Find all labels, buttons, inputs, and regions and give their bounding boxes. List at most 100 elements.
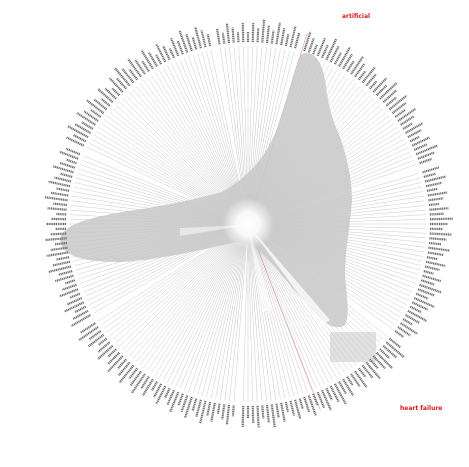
term-label (44, 196, 68, 202)
term-label (108, 77, 124, 93)
term-label (162, 45, 171, 61)
spoke-line (121, 228, 244, 351)
term-label (312, 393, 319, 406)
term-label (206, 401, 212, 416)
term-label (66, 297, 83, 306)
spoke-line (248, 229, 263, 402)
term-label (394, 109, 406, 118)
spoke-line (233, 229, 248, 402)
term-label (97, 341, 111, 353)
spoke-line (229, 229, 248, 402)
term-label (280, 402, 286, 422)
term-label (56, 212, 67, 216)
term-label (76, 111, 96, 126)
term-label (429, 217, 453, 221)
term-label (417, 288, 436, 297)
term-label (256, 405, 260, 428)
central-shaded-region (60, 52, 352, 328)
term-label (134, 59, 146, 75)
term-label (425, 181, 442, 188)
term-label (415, 144, 438, 156)
spoke-line (247, 229, 253, 402)
term-label (424, 265, 440, 272)
term-label (325, 387, 333, 401)
spoke-line (249, 229, 304, 394)
term-label (428, 246, 450, 252)
term-label (265, 404, 271, 424)
term-label (59, 161, 76, 169)
spoke-line (248, 229, 258, 402)
term-label (191, 398, 198, 412)
term-label (163, 387, 171, 399)
term-label (104, 87, 117, 100)
term-label (141, 60, 150, 72)
term-label (261, 19, 266, 43)
term-label (140, 50, 154, 70)
term-label (402, 122, 414, 130)
term-label (411, 301, 429, 311)
term-label (74, 305, 87, 314)
spoke-line (146, 228, 245, 371)
term-label (72, 134, 87, 143)
spoke-line (188, 229, 247, 392)
term-label (294, 399, 302, 420)
term-label (270, 404, 276, 428)
term-label-ring (44, 19, 453, 428)
term-label (52, 260, 71, 267)
term-label (241, 23, 245, 43)
highlight-label-heart-failure: heart failure (400, 405, 442, 412)
term-label (67, 125, 89, 139)
term-label (185, 33, 193, 52)
term-label (183, 396, 193, 419)
term-label (168, 48, 175, 59)
spoke-line (179, 229, 246, 389)
spoke-line (125, 228, 245, 354)
term-label (368, 80, 378, 90)
term-label (50, 246, 68, 252)
term-label (127, 58, 142, 78)
spoke-line (206, 229, 247, 398)
spoke-line (118, 227, 244, 347)
term-label (70, 314, 91, 327)
spoke-line (210, 229, 247, 399)
spoke-line (224, 229, 248, 401)
term-label (117, 358, 128, 369)
term-label (333, 383, 347, 405)
spoke-line (158, 229, 246, 379)
term-label (400, 322, 419, 335)
term-label (411, 136, 430, 147)
term-label (78, 326, 99, 342)
term-label (148, 51, 158, 67)
term-label (413, 297, 435, 308)
term-label (54, 176, 72, 183)
term-label (166, 389, 175, 406)
term-label (354, 63, 366, 78)
term-label (394, 330, 404, 338)
term-label (195, 399, 202, 418)
term-label (372, 77, 388, 93)
term-label (155, 43, 167, 63)
term-label (66, 136, 85, 147)
term-label (426, 256, 438, 261)
term-label (74, 123, 91, 134)
term-label (342, 53, 353, 70)
highlight-spoke-heart-failure (247, 223, 321, 411)
term-label (415, 292, 429, 300)
term-label (425, 260, 446, 268)
term-label (372, 355, 386, 370)
term-label (54, 274, 74, 283)
spoke-line (171, 229, 246, 385)
term-label (400, 115, 415, 126)
term-label (169, 391, 180, 412)
term-label (338, 381, 347, 395)
term-label (284, 401, 289, 413)
term-label (350, 373, 361, 387)
term-label (333, 52, 343, 65)
term-label (87, 333, 105, 348)
term-label (428, 241, 442, 246)
term-label (47, 207, 67, 211)
term-label (194, 26, 202, 49)
spoke-line (215, 229, 248, 400)
term-label (346, 60, 355, 72)
